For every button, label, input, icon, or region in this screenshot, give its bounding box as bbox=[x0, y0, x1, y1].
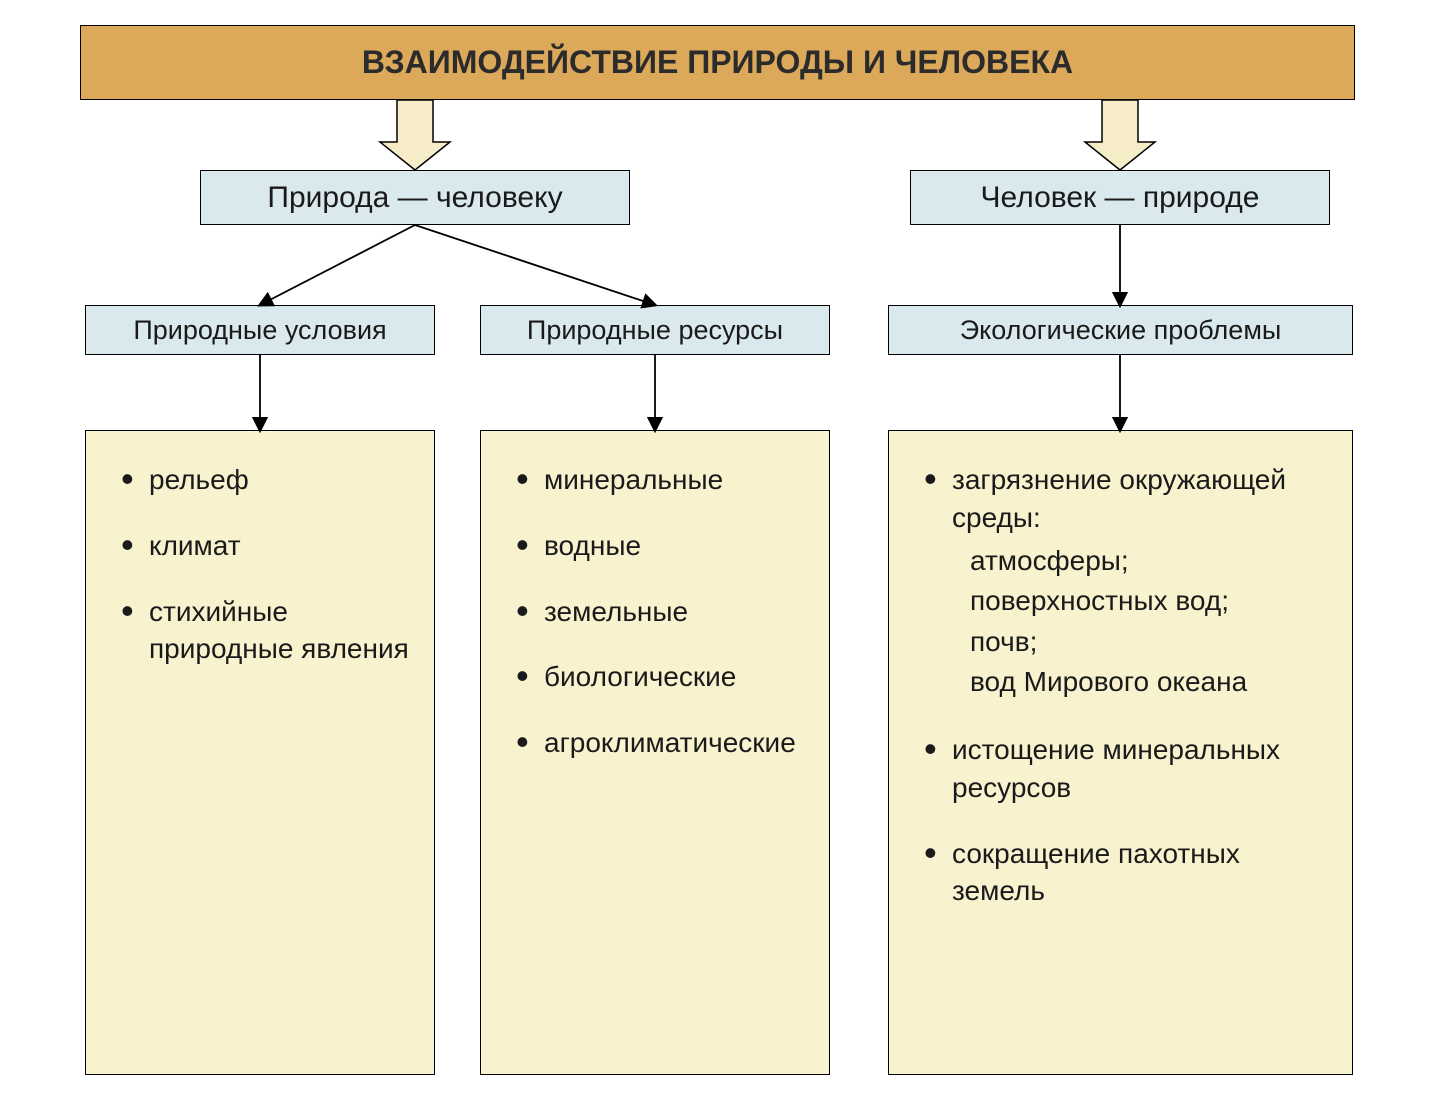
branch-human-to-nature: Человек — природе bbox=[910, 170, 1330, 225]
list-item: биологические bbox=[516, 658, 804, 696]
content-natural-resources: минеральные водные земельные биологические а… bbox=[480, 430, 830, 1075]
content-ecological-problems: загрязнение окружающей среды:атмосферы;п… bbox=[888, 430, 1353, 1075]
list-item: минеральные bbox=[516, 461, 804, 499]
list-item-sub: атмосферы;поверхностных вод;почв;вод Мир… bbox=[952, 541, 1327, 703]
branch-nature-to-human: Природа — человеку bbox=[200, 170, 630, 225]
resources-list: минеральные водные земельные биологические а… bbox=[516, 461, 804, 762]
category-ecological-problems: Экологические проблемы bbox=[888, 305, 1353, 355]
root-header-text: ВЗАИМОДЕЙСТВИЕ ПРИРОДЫ И ЧЕЛОВЕКА bbox=[362, 44, 1073, 81]
list-item: агроклимати­ческие bbox=[516, 724, 804, 762]
list-item: земельные bbox=[516, 593, 804, 631]
conditions-list: рельеф климат стихийные природные явления bbox=[121, 461, 409, 668]
category-natural-resources: Природные ресурсы bbox=[480, 305, 830, 355]
eco-list: загрязнение окружающей среды:атмосферы;п… bbox=[924, 461, 1327, 910]
category-ecological-problems-text: Экологические проблемы bbox=[960, 315, 1282, 346]
branch-nature-to-human-text: Природа — человеку bbox=[267, 181, 562, 215]
list-item: рельеф bbox=[121, 461, 409, 499]
branch-human-to-nature-text: Человек — природе bbox=[981, 181, 1260, 215]
list-item: сокращение пахотных земель bbox=[924, 835, 1327, 911]
list-item: истощение минеральных ресурсов bbox=[924, 731, 1327, 807]
list-item: стихийные природные явления bbox=[121, 593, 409, 669]
category-natural-conditions: Природные условия bbox=[85, 305, 435, 355]
list-item: климат bbox=[121, 527, 409, 565]
category-natural-resources-text: Природные ресурсы bbox=[527, 315, 783, 346]
root-header: ВЗАИМОДЕЙСТВИЕ ПРИРОДЫ И ЧЕЛОВЕКА bbox=[80, 25, 1355, 100]
category-natural-conditions-text: Природные условия bbox=[133, 315, 386, 346]
list-item: загрязнение окружающей среды:атмосферы;п… bbox=[924, 461, 1327, 703]
content-natural-conditions: рельеф климат стихийные природные явления bbox=[85, 430, 435, 1075]
list-item: водные bbox=[516, 527, 804, 565]
